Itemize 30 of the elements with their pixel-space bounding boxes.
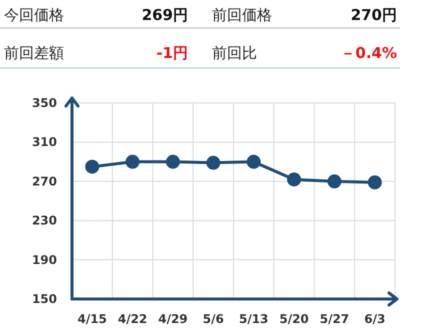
text: 269円 bbox=[142, 6, 188, 24]
text: 270円 bbox=[350, 6, 397, 24]
x-tick-label: 6/3 bbox=[364, 312, 386, 326]
point bbox=[246, 154, 261, 169]
text: 前回差額 bbox=[4, 44, 64, 62]
point bbox=[368, 175, 382, 190]
x-tick-label: 4/29 bbox=[158, 312, 188, 326]
text: 前回価格 bbox=[212, 6, 272, 24]
y-tick-label: 270 bbox=[32, 174, 57, 188]
x-tick-label: 4/22 bbox=[118, 312, 148, 326]
y-tick-label: 230 bbox=[32, 214, 57, 228]
x-tick-label: 5/6 bbox=[202, 312, 224, 326]
point bbox=[166, 154, 180, 169]
text: -1円 bbox=[156, 44, 188, 62]
x-tick-label: 5/20 bbox=[279, 312, 309, 326]
y-tick-label: 150 bbox=[32, 292, 57, 306]
x-tick-label: 5/13 bbox=[238, 312, 268, 326]
text: －0.4% bbox=[340, 44, 397, 62]
x-tick-label: 4/15 bbox=[77, 312, 107, 326]
text: 前回比 bbox=[212, 44, 257, 62]
point bbox=[287, 172, 302, 186]
point bbox=[126, 154, 140, 169]
y-tick-label: 350 bbox=[32, 96, 57, 110]
y-tick-label: 310 bbox=[32, 135, 57, 150]
y-tick-label: 190 bbox=[32, 252, 57, 267]
point bbox=[206, 156, 220, 170]
x-tick-label: 5/27 bbox=[320, 312, 350, 326]
point bbox=[327, 174, 342, 188]
point bbox=[85, 160, 100, 174]
text: 今回価格 bbox=[4, 6, 64, 24]
